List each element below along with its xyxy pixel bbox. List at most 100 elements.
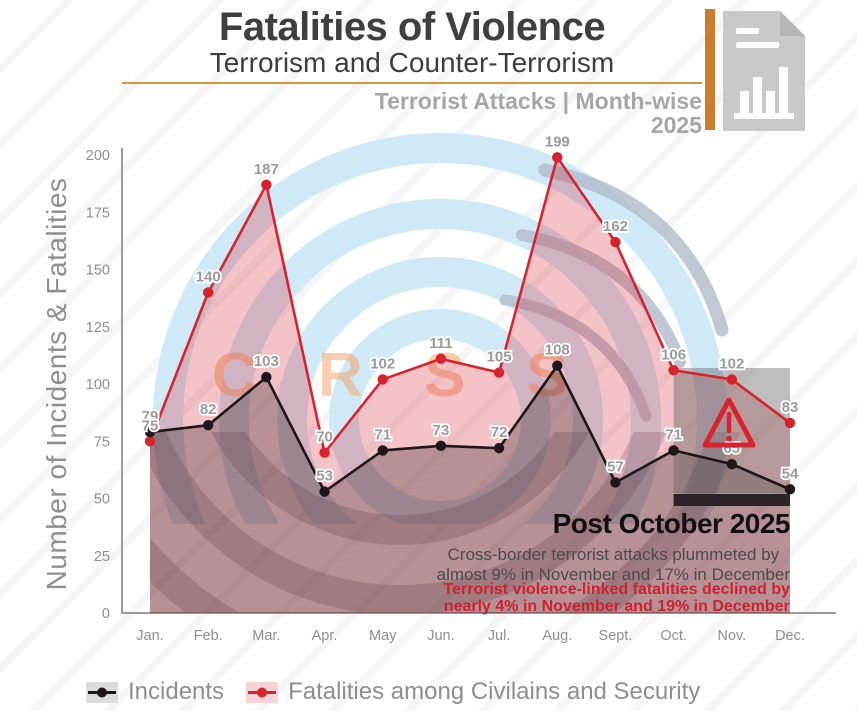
axes: [121, 148, 836, 614]
header: Fatalities of Violence Terrorism and Cou…: [122, 6, 702, 137]
chart-legend: Incidents Fatalities among Civilains and…: [86, 678, 700, 706]
fatalities-point: [319, 447, 330, 458]
point-value-label: 162: [603, 218, 628, 235]
incidents-point: [202, 420, 214, 431]
point-value-label: 111: [429, 335, 452, 352]
fatalities-point: [784, 417, 796, 429]
annotation-gray-line1: Cross-border terrorist attacks plummeted…: [447, 545, 780, 564]
y-tick-label: 100: [86, 377, 110, 393]
incidents-point: [610, 477, 621, 488]
fatalities-point: [552, 152, 563, 163]
report-document-icon: [723, 11, 805, 131]
x-tick-label: Jan.: [136, 628, 163, 644]
point-value-label: 140: [196, 268, 221, 285]
legend-item-fatalities: Fatalities among Civilains and Security: [246, 678, 700, 706]
annotation-red-line1: Terrorist violence-linked fatalities dec…: [443, 581, 790, 598]
chart-year: 2025: [650, 112, 702, 138]
y-tick-label: 50: [94, 492, 110, 508]
fatalities-point: [435, 353, 447, 365]
x-tick-label: Feb.: [194, 628, 223, 644]
point-value-label: 71: [374, 426, 391, 443]
text-line-glyph: [736, 28, 759, 34]
fatalities-legend-marker-icon: [246, 681, 279, 703]
page-title: Fatalities of Violence: [218, 5, 606, 49]
watermark-feather-arcs: [499, 163, 729, 422]
incidents-point: [435, 440, 447, 452]
point-value-label: 72: [491, 424, 508, 441]
y-tick-label: 200: [86, 148, 110, 164]
point-value-label: 54: [782, 465, 799, 482]
fatalities-point: [610, 236, 621, 248]
incidents-point: [784, 484, 796, 495]
point-value-label: 57: [607, 458, 624, 475]
chart-tagline: Terrorist Attacks | Month-wise: [374, 88, 702, 114]
incidents-point: [668, 445, 679, 456]
incidents-point: [319, 486, 330, 497]
x-tick-label: Jul.: [488, 628, 511, 644]
incidents-area: [150, 365, 790, 613]
point-value-label: 71: [665, 426, 682, 443]
plot-area: 0 25 50 75 100 125 150 175 200 Jan. Feb. Mar. Apr. Ma…: [86, 132, 836, 644]
post-october-highlight-box: [673, 368, 790, 493]
annotation-gray-line2: almost 9% in November and 17% in Decembe…: [436, 565, 790, 584]
page-subtitle: Terrorism and Counter-Terrorism: [209, 47, 615, 78]
fatalities-point: [144, 436, 156, 447]
x-tick-label: Aug.: [542, 628, 572, 644]
x-tick-label: Oct.: [660, 628, 687, 644]
x-tick-label: Mar.: [252, 628, 280, 644]
y-tick-label: 150: [86, 263, 110, 279]
incidents-point: [552, 360, 563, 371]
incidents-point: [261, 371, 272, 383]
incidents-point: [144, 426, 156, 438]
legend-item-incidents: Incidents: [86, 678, 224, 706]
incidents-point: [377, 445, 388, 456]
header-accent-bar: [705, 9, 715, 130]
annotation-gray-text: Cross-border terrorist attacks plummeted…: [437, 545, 790, 585]
x-tick-label: Jun.: [427, 628, 454, 644]
y-tick-label: 25: [94, 549, 110, 565]
incidents-point: [493, 442, 505, 454]
point-value-label: 103: [254, 353, 279, 370]
warning-icon: [702, 397, 756, 448]
point-value-label: 102: [370, 355, 395, 372]
point-value-label: 105: [487, 349, 512, 366]
post-october-underline-bar: [673, 494, 790, 506]
fatalities-point: [668, 365, 679, 376]
point-value-label: 53: [316, 468, 333, 485]
point-value-label: 75: [142, 417, 159, 434]
annotation-red-text: Terrorist violence-linked fatalities dec…: [444, 581, 790, 615]
x-tick-label: Nov.: [717, 628, 746, 644]
document-fold: [780, 11, 805, 36]
point-value-label: 83: [782, 399, 799, 416]
point-value-label: 70: [316, 429, 333, 446]
point-value-label: 199: [545, 133, 570, 150]
y-tick-label: 125: [86, 320, 110, 336]
point-value-label: 73: [433, 422, 450, 439]
text-line-glyph: [736, 42, 779, 48]
x-tick-label: Sept.: [599, 628, 633, 644]
fatalities-point: [261, 179, 272, 190]
point-value-label: 106: [661, 346, 686, 363]
fatalities-point: [726, 374, 737, 385]
annotation-red-line2: nearly 4% in November and 19% in Decembe…: [443, 598, 790, 615]
y-tick-label: 75: [94, 434, 110, 450]
fatalities-line: [148, 154, 791, 456]
point-value-label: 187: [254, 161, 279, 178]
point-value-label: 102: [719, 355, 744, 372]
header-divider: [122, 82, 702, 84]
legend-label-fatalities: Fatalities among Civilains and Security: [288, 678, 701, 705]
annotation-title: Post October 2025: [552, 508, 791, 539]
x-tick-label: May: [369, 628, 397, 644]
y-tick-label: 0: [102, 606, 110, 622]
fatalities-point: [377, 374, 388, 385]
fatalities-point: [493, 367, 505, 378]
fatalities-point: [202, 287, 214, 298]
point-value-label: 79: [142, 408, 159, 425]
incidents-legend-marker-icon: [86, 681, 118, 703]
point-value-label: 82: [200, 401, 217, 418]
x-tick-label: Dec.: [775, 628, 805, 644]
x-tick-label: Apr.: [312, 628, 338, 644]
bar-chart-glyph: [734, 67, 794, 119]
